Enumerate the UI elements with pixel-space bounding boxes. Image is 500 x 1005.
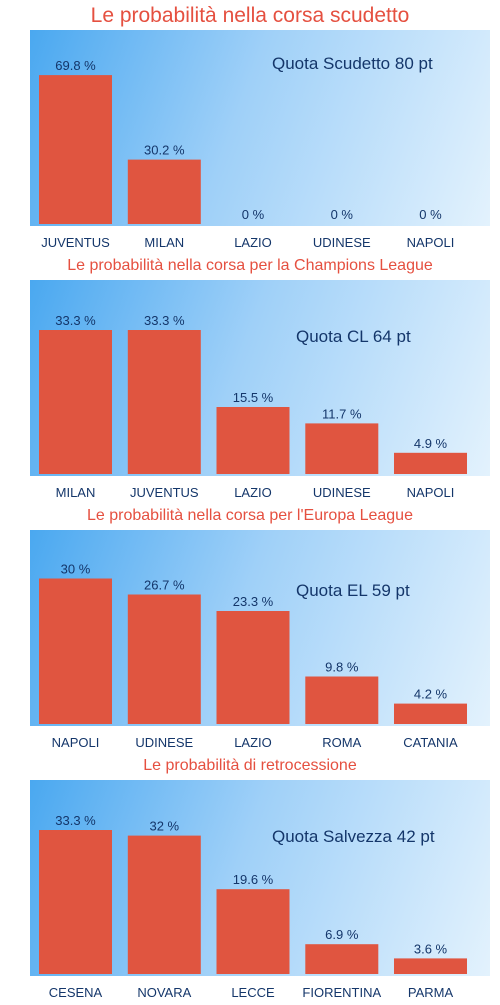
value-label-napoli: 4.9 % xyxy=(414,436,448,451)
bar-roma xyxy=(305,676,379,724)
bar-napoli xyxy=(39,578,112,724)
value-label-milan: 33.3 % xyxy=(55,313,96,328)
category-label-juventus: JUVENTUS xyxy=(129,485,199,500)
bar-milan xyxy=(127,159,201,224)
value-label-udinese: 26.7 % xyxy=(144,578,185,593)
chart-panel-champions: 33.3 % 33.3 % 15.5 % 11.7 % 4.9 % Quota CL 6… xyxy=(30,280,490,476)
value-label-parma: 3.6 % xyxy=(414,941,448,956)
category-label-parma: PARMA xyxy=(407,985,454,1000)
bar-novara xyxy=(127,835,201,974)
value-label-napoli: 30 % xyxy=(61,562,91,577)
chart-title-europa: Le probabilità nella corsa per l'Europa … xyxy=(87,507,413,524)
quota-annotation-retrocessione: Quota Salvezza 42 pt xyxy=(272,827,435,846)
value-label-lecce: 19.6 % xyxy=(233,872,274,887)
value-label-lazio: 0 % xyxy=(242,207,265,222)
bar-plot-scudetto: 69.8 % 30.2 % 0 % 0 % 0 % xyxy=(39,58,442,224)
quota-annotation-scudetto: Quota Scudetto 80 pt xyxy=(272,54,433,73)
category-label-napoli: NAPOLI xyxy=(51,735,100,750)
category-label-juventus: JUVENTUS xyxy=(41,235,110,250)
bar-plot-retrocessione: 33.3 % 32 % 19.6 % 6.9 % 3.6 % xyxy=(39,813,467,974)
category-label-novara: NOVARA xyxy=(137,985,192,1000)
bar-plot-europa: 30 % 26.7 % 23.3 % 9.8 % 4.2 % xyxy=(39,562,467,724)
category-label-catania: CATANIA xyxy=(403,735,458,750)
category-axis-scudetto: JUVENTUS MILAN LAZIO UDINESE NAPOLI xyxy=(30,235,490,255)
bar-fiorentina xyxy=(305,944,379,974)
bar-udinese xyxy=(305,423,379,474)
category-axis-retrocessione: CESENA NOVARA LECCE FIORENTINA PARMA xyxy=(30,985,490,1005)
quota-annotation-champions: Quota CL 64 pt xyxy=(296,327,411,346)
value-label-napoli: 0 % xyxy=(419,207,442,222)
category-label-napoli: NAPOLI xyxy=(406,485,455,500)
bar-napoli xyxy=(394,452,467,474)
value-label-catania: 4.2 % xyxy=(414,687,448,702)
category-label-napoli: NAPOLI xyxy=(406,235,455,250)
bar-parma xyxy=(394,958,467,974)
value-label-juventus: 33.3 % xyxy=(144,313,185,328)
category-label-cesena: CESENA xyxy=(48,985,103,1000)
bar-lecce xyxy=(216,889,290,974)
value-label-lazio: 15.5 % xyxy=(233,390,274,405)
category-label-lazio: LAZIO xyxy=(234,735,272,750)
value-label-novara: 32 % xyxy=(149,819,179,834)
value-label-juventus: 69.8 % xyxy=(55,58,96,73)
category-label-udinese: UDINESE xyxy=(312,235,371,250)
bar-plot-champions: 33.3 % 33.3 % 15.5 % 11.7 % 4.9 % xyxy=(39,313,467,474)
chart-panel-scudetto: 69.8 % 30.2 % 0 % 0 % 0 % Quota Scudetto 80 … xyxy=(30,30,490,226)
category-label-lecce: LECCE xyxy=(231,985,275,1000)
category-label-fiorentina: FIORENTINA xyxy=(302,985,382,1000)
category-label-roma: ROMA xyxy=(322,735,362,750)
bar-milan xyxy=(39,330,112,474)
bar-udinese xyxy=(127,594,201,724)
value-label-udinese: 0 % xyxy=(331,207,354,222)
category-axis-europa: NAPOLI UDINESE LAZIO ROMA CATANIA xyxy=(30,735,490,755)
value-label-fiorentina: 6.9 % xyxy=(325,927,359,942)
bar-juventus xyxy=(127,330,201,474)
category-label-udinese: UDINESE xyxy=(312,485,371,500)
bar-juventus xyxy=(39,75,112,224)
category-label-milan: MILAN xyxy=(55,485,96,500)
chart-panel-retrocessione: 33.3 % 32 % 19.6 % 6.9 % 3.6 % Quota Salvezz… xyxy=(30,780,490,976)
bar-catania xyxy=(394,703,467,724)
value-label-milan: 30.2 % xyxy=(144,143,185,158)
value-label-lazio: 23.3 % xyxy=(233,594,274,609)
value-label-cesena: 33.3 % xyxy=(55,813,96,828)
category-label-lazio: LAZIO xyxy=(234,235,272,250)
bar-lazio xyxy=(216,611,290,724)
quota-annotation-europa: Quota EL 59 pt xyxy=(296,581,410,600)
chart-title-champions: Le probabilità nella corsa per la Champi… xyxy=(67,257,433,274)
bar-cesena xyxy=(39,830,112,974)
chart-title-scudetto: Le probabilità nella corsa scudetto xyxy=(90,4,410,27)
chart-title-retrocessione: Le probabilità di retrocessione xyxy=(143,757,357,774)
value-label-roma: 9.8 % xyxy=(325,660,359,675)
chart-panel-europa: 30 % 26.7 % 23.3 % 9.8 % 4.2 % Quota EL 59 p… xyxy=(30,530,490,726)
bar-lazio xyxy=(216,407,290,474)
category-label-udinese: UDINESE xyxy=(135,735,194,750)
value-label-udinese: 11.7 % xyxy=(322,406,362,421)
category-label-milan: MILAN xyxy=(144,235,185,250)
category-axis-champions: MILAN JUVENTUS LAZIO UDINESE NAPOLI xyxy=(30,485,490,505)
category-label-lazio: LAZIO xyxy=(234,485,272,500)
